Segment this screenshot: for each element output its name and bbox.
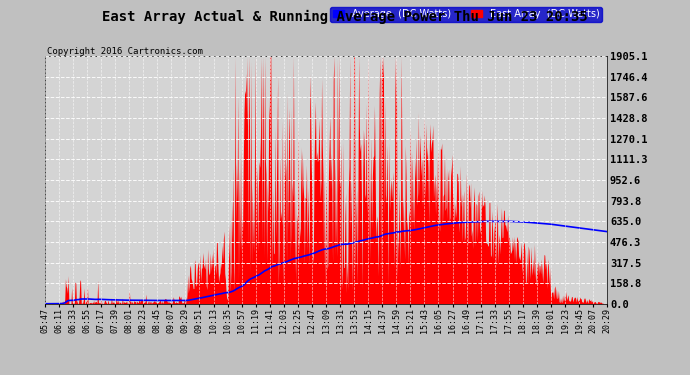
- Legend: Average  (DC Watts), East Array  (DC Watts): Average (DC Watts), East Array (DC Watts…: [331, 7, 602, 21]
- Text: East Array Actual & Running Average Power Thu Jun 23 20:35: East Array Actual & Running Average Powe…: [102, 9, 588, 24]
- Text: Copyright 2016 Cartronics.com: Copyright 2016 Cartronics.com: [47, 47, 203, 56]
